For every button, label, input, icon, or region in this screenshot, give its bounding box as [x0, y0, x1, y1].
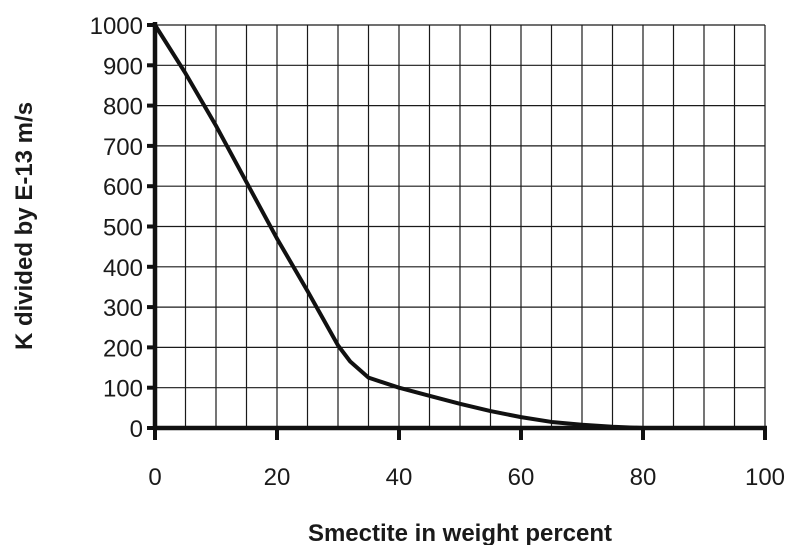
y-tick-label: 600: [103, 174, 143, 201]
x-tick-label: 40: [386, 464, 413, 491]
ticks: 0 100 200 300 400 500 600 700 800 900 1000 0 20 40 60 8…: [90, 13, 785, 491]
y-tick-label: 200: [103, 335, 143, 362]
y-tick-label: 300: [103, 295, 143, 322]
x-axis-title: Smectite in weight percent: [308, 520, 612, 545]
x-tick-label: 80: [630, 464, 657, 491]
x-tick-label: 100: [745, 464, 785, 491]
y-tick-label: 800: [103, 94, 143, 121]
y-tick-label: 100: [103, 376, 143, 403]
y-axis-title: K divided by E-13 m/s: [11, 102, 38, 350]
series: [153, 23, 767, 430]
x-tick-label: 0: [148, 464, 161, 491]
y-tick-label: 1000: [90, 13, 143, 40]
y-tick-label: 700: [103, 134, 143, 161]
y-tick-label: 0: [130, 416, 143, 443]
y-tick-label: 400: [103, 255, 143, 282]
grid: [154, 24, 766, 429]
x-tick-label: 60: [508, 464, 535, 491]
y-tick-label: 900: [103, 53, 143, 80]
y-tick-label: 500: [103, 215, 143, 242]
x-tick-label: 20: [264, 464, 291, 491]
series-line: [153, 23, 767, 430]
